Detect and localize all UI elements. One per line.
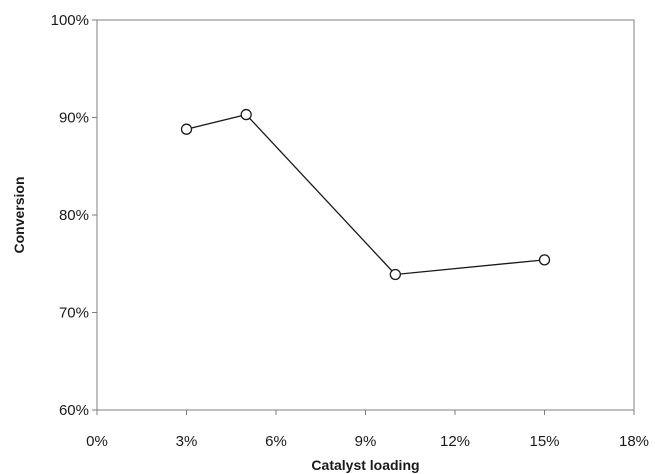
- x-tick-label: 12%: [440, 433, 470, 450]
- x-tick-label: 18%: [619, 433, 649, 450]
- x-tick-label: 6%: [265, 433, 287, 450]
- y-tick-label: 70%: [59, 305, 89, 322]
- y-tick-label: 100%: [51, 12, 89, 29]
- x-tick-label: 15%: [529, 433, 559, 450]
- y-tick-label: 60%: [59, 402, 89, 419]
- data-point: [240, 108, 252, 121]
- plot-area: [96, 19, 635, 411]
- series-line: [186, 113, 545, 276]
- x-tick-label: 0%: [86, 433, 108, 450]
- y-tick-label: 80%: [59, 207, 89, 224]
- x-tick-label: 9%: [355, 433, 377, 450]
- x-tick-label: 3%: [176, 433, 198, 450]
- y-axis-title: Conversion: [11, 176, 27, 253]
- y-tick-label: 90%: [59, 110, 89, 127]
- data-point: [389, 268, 401, 281]
- data-point: [538, 254, 551, 266]
- x-axis-title: Catalyst loading: [311, 457, 419, 473]
- data-point: [180, 123, 193, 135]
